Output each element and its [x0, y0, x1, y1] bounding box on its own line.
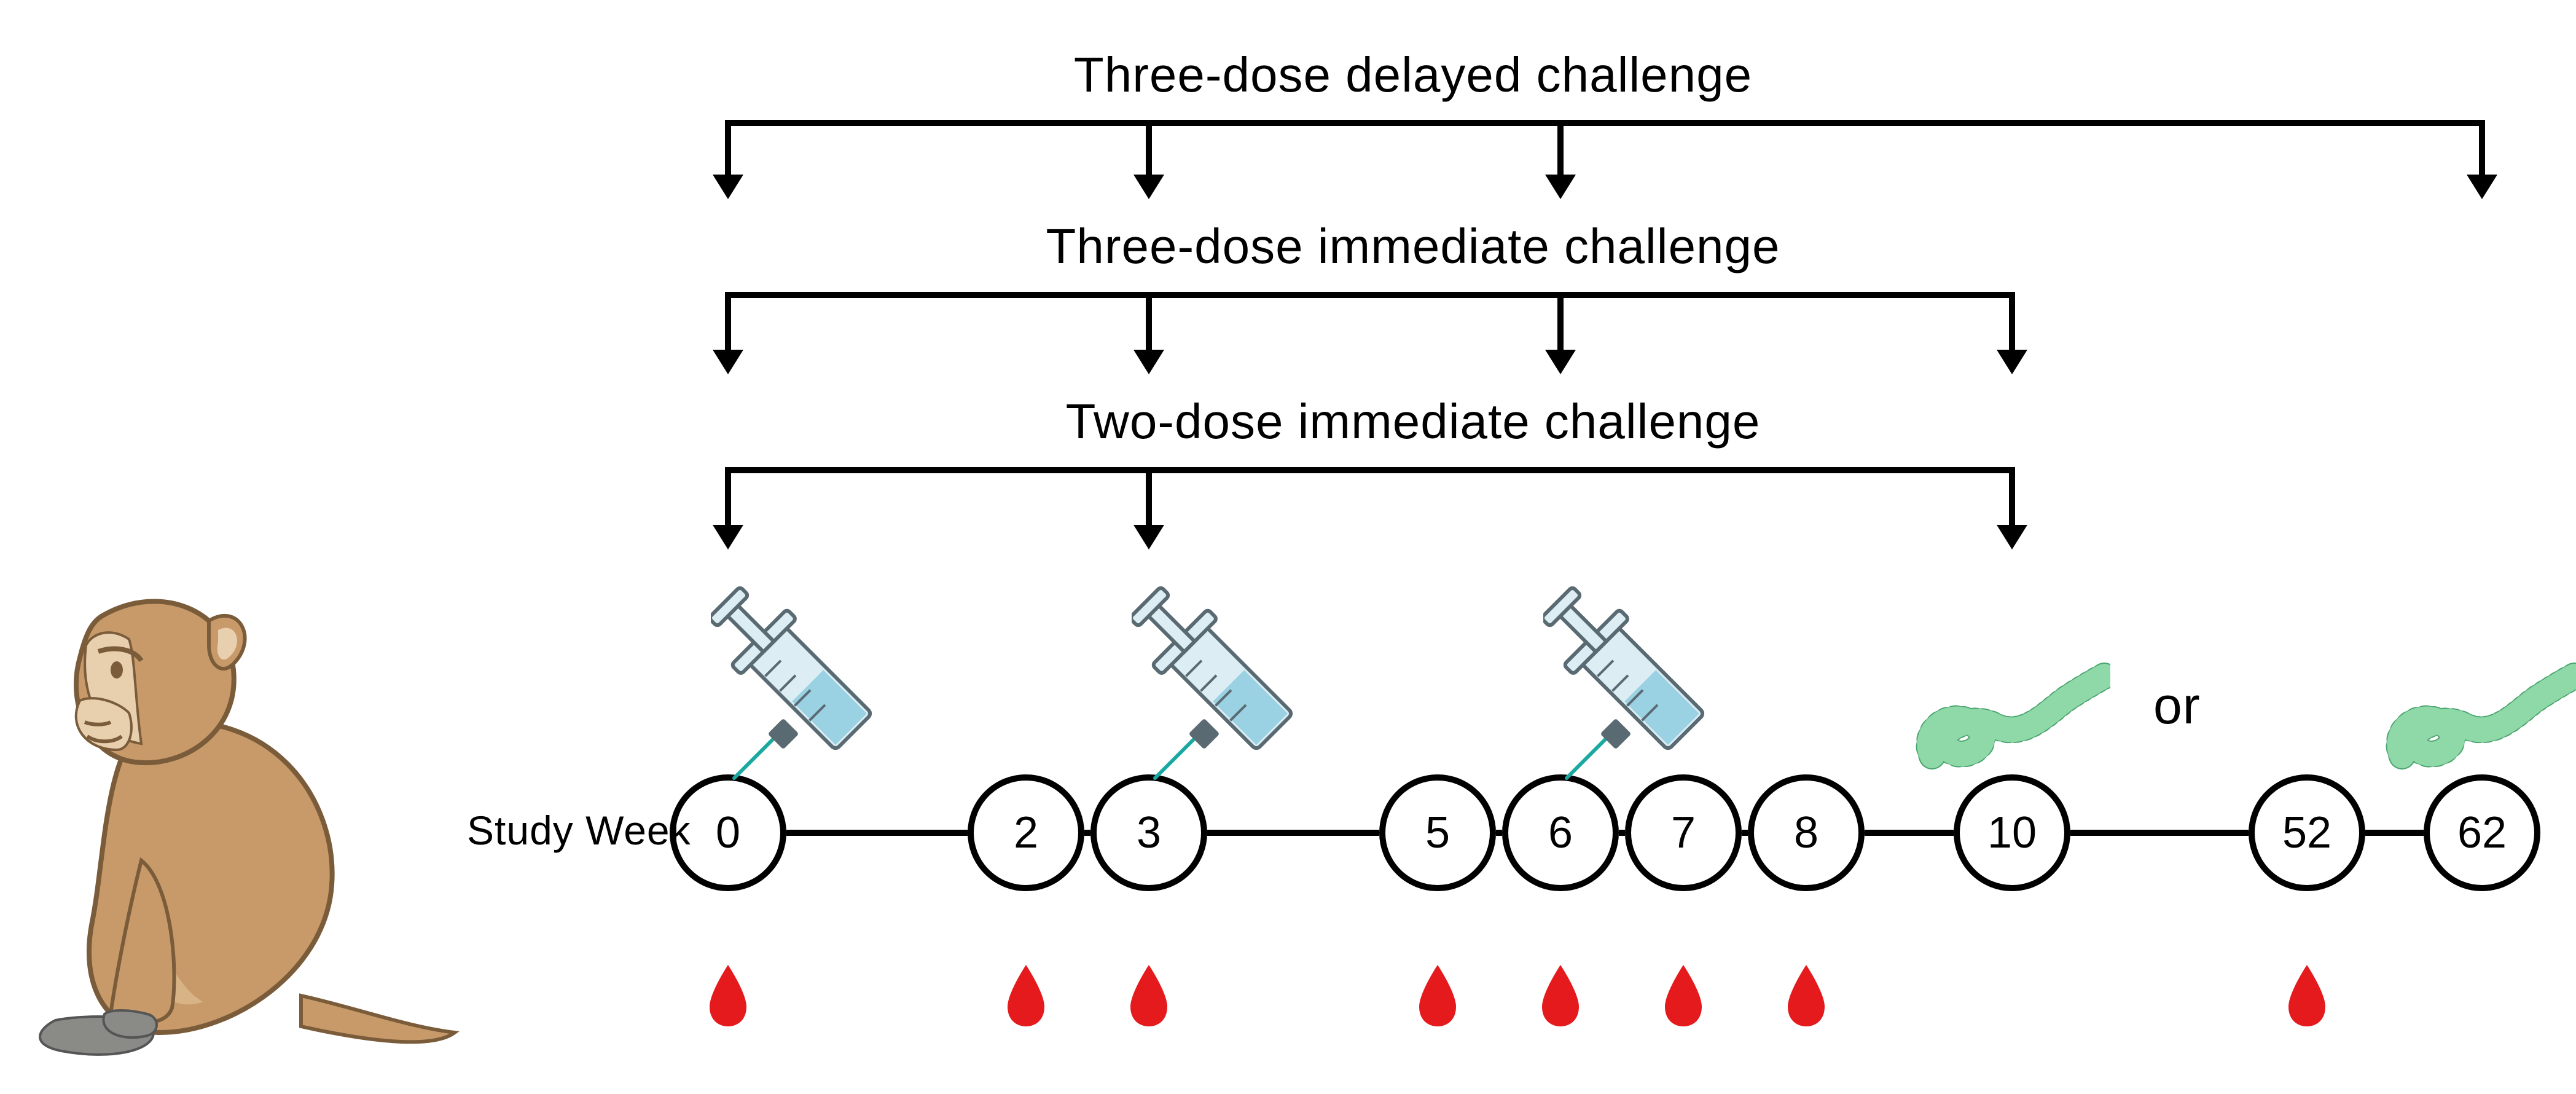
bracket-hbar-two_immediate: [725, 467, 2015, 473]
week-label: 3: [1137, 808, 1161, 858]
week-label: 2: [1014, 808, 1038, 858]
blood-drop-icon: [1127, 965, 1170, 1026]
week-circle-w8: 8: [1748, 774, 1865, 891]
arrowhead-icon: [713, 175, 743, 199]
arrowhead-icon: [1997, 525, 2027, 549]
blood-drop-icon: [1004, 965, 1047, 1026]
timeline-connector: [2365, 830, 2424, 836]
bracket-vline-three_immediate: [2009, 292, 2015, 353]
week-circle-w2: 2: [968, 774, 1084, 891]
arrowhead-icon: [1545, 175, 1576, 199]
arrowhead-icon: [1133, 525, 1164, 549]
timeline-connector: [1865, 830, 1954, 836]
blood-drop-icon: [1539, 965, 1582, 1026]
week-circle-w7: 7: [1625, 774, 1742, 891]
study-week-label: Study Week: [467, 807, 691, 854]
bracket-vline-two_immediate: [725, 467, 731, 529]
timeline-connector: [1619, 830, 1625, 836]
syringe-icon: [1132, 568, 1328, 789]
bracket-hbar-three_immediate: [725, 292, 2015, 298]
timeline-connector: [2070, 830, 2249, 836]
virus-icon: [1914, 658, 2110, 781]
week-label: 0: [716, 808, 740, 858]
bracket-vline-two_immediate: [1146, 467, 1152, 529]
week-label: 62: [2457, 808, 2507, 858]
syringe-icon: [711, 568, 907, 789]
timeline-connector: [1496, 830, 1502, 836]
blood-drop-icon: [707, 965, 750, 1026]
blood-drop-icon: [1416, 965, 1459, 1026]
arrowhead-icon: [1997, 350, 2027, 374]
week-circle-w5: 5: [1379, 774, 1496, 891]
syringe-icon: [1543, 568, 1740, 789]
bracket-vline-three_immediate: [1557, 292, 1564, 353]
bracket-vline-three_immediate: [725, 292, 731, 353]
or-label: or: [2153, 676, 2201, 736]
bracket-label-three_immediate: Three-dose immediate challenge: [922, 218, 1905, 275]
arrowhead-icon: [2467, 175, 2497, 199]
arrowhead-icon: [713, 350, 743, 374]
week-circle-w52: 52: [2249, 774, 2365, 891]
bracket-label-two_immediate: Two-dose immediate challenge: [922, 393, 1905, 450]
timeline-connector: [1742, 830, 1748, 836]
week-label: 52: [2282, 808, 2331, 858]
monkey-icon: [12, 541, 479, 1094]
week-circle-w6: 6: [1502, 774, 1619, 891]
week-label: 10: [1987, 808, 2037, 858]
week-circle-w10: 10: [1954, 774, 2070, 891]
bracket-label-delayed: Three-dose delayed challenge: [922, 47, 1905, 103]
timeline-connector: [1207, 830, 1379, 836]
timeline-connector: [786, 830, 968, 836]
bracket-vline-delayed: [1146, 120, 1152, 178]
week-label: 7: [1671, 808, 1696, 858]
week-label: 8: [1794, 808, 1818, 858]
week-label: 5: [1425, 808, 1450, 858]
bracket-vline-delayed: [2479, 120, 2485, 178]
bracket-hbar-delayed: [725, 120, 2485, 126]
bracket-vline-two_immediate: [2009, 467, 2015, 529]
virus-icon: [2384, 658, 2576, 781]
arrowhead-icon: [1545, 350, 1576, 374]
blood-drop-icon: [2285, 965, 2328, 1026]
bracket-vline-three_immediate: [1146, 292, 1152, 353]
timeline-connector: [1084, 830, 1090, 836]
arrowhead-icon: [1133, 175, 1164, 199]
bracket-vline-delayed: [1557, 120, 1564, 178]
blood-drop-icon: [1785, 965, 1828, 1026]
week-circle-w62: 62: [2424, 774, 2540, 891]
week-circle-w3: 3: [1090, 774, 1207, 891]
week-label: 6: [1548, 808, 1573, 858]
arrowhead-icon: [1133, 350, 1164, 374]
bracket-vline-delayed: [725, 120, 731, 178]
blood-drop-icon: [1662, 965, 1705, 1026]
arrowhead-icon: [713, 525, 743, 549]
